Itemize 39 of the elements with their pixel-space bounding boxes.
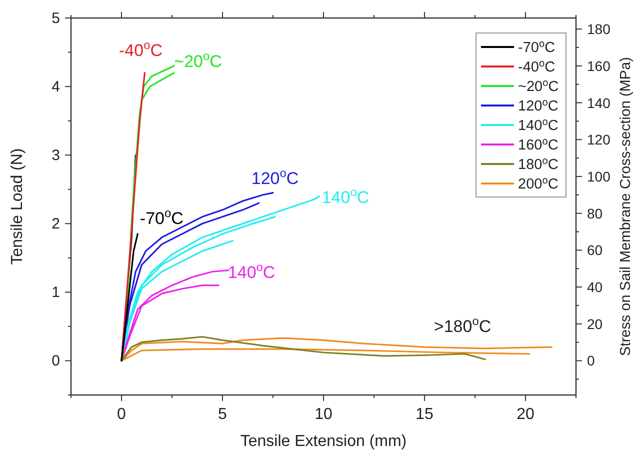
y-tick-label: 5 [52, 10, 60, 27]
legend-label: 200$^{o}$C [518, 175, 558, 192]
x-tick-label: 20 [516, 406, 534, 423]
y2-tick-label: 100 [587, 168, 611, 184]
x-tick-label: 10 [314, 406, 332, 423]
y2-tick-label: 80 [587, 205, 603, 222]
y2-tick-label: 40 [587, 279, 603, 296]
annotation: 140$^{o}$C [322, 185, 370, 208]
x-tick-label: 0 [117, 406, 126, 423]
legend-label: 140$^{o}$C [518, 116, 558, 134]
y2-tick-label: 120 [587, 132, 611, 148]
y-tick-label: 1 [52, 284, 60, 302]
y2-tick-label: 160 [587, 58, 611, 74]
annotation: ~20$^{o}$C [174, 48, 222, 71]
y2-tick-label: 0 [587, 352, 595, 369]
legend-label: -40$^{o}$C [518, 58, 556, 76]
y-tick-label: 4 [52, 78, 60, 96]
y-axis-title: Tensile Load (N) [9, 148, 26, 265]
y-tick-label: 3 [52, 147, 60, 164]
y-tick-label: 2 [52, 216, 60, 233]
x-axis-title: Tensile Extension (mm) [240, 433, 407, 450]
y2-tick-label: 60 [587, 242, 603, 258]
legend-label: 160$^{o}$C [518, 136, 558, 154]
y-tick-label: 0 [52, 352, 60, 370]
legend-label: ~20$^{o}$C [518, 78, 559, 95]
annotation: 120$^{o}$C [251, 166, 299, 188]
y2-tick-label: 20 [587, 316, 603, 332]
annotation: 140$^{o}$C [228, 260, 276, 282]
y2-tick-label: 180 [587, 21, 611, 38]
legend-label: 180$^{o}$C [518, 156, 558, 173]
x-tick-label: 15 [416, 406, 434, 423]
y2-tick-label: 140 [587, 94, 611, 111]
annotation: -70$^{o}$C [140, 206, 184, 228]
y2-axis-title: Stress on Sail Membrane Cross-section (MPa) [618, 57, 634, 356]
annotation: -40$^{o}$C [118, 38, 162, 60]
legend-label: 120$^{o}$C [518, 97, 558, 114]
x-tick-label: 5 [218, 406, 228, 423]
annotation: >180$^{o}$C [434, 314, 492, 336]
legend-label: -70$^{o}$C [518, 38, 556, 56]
